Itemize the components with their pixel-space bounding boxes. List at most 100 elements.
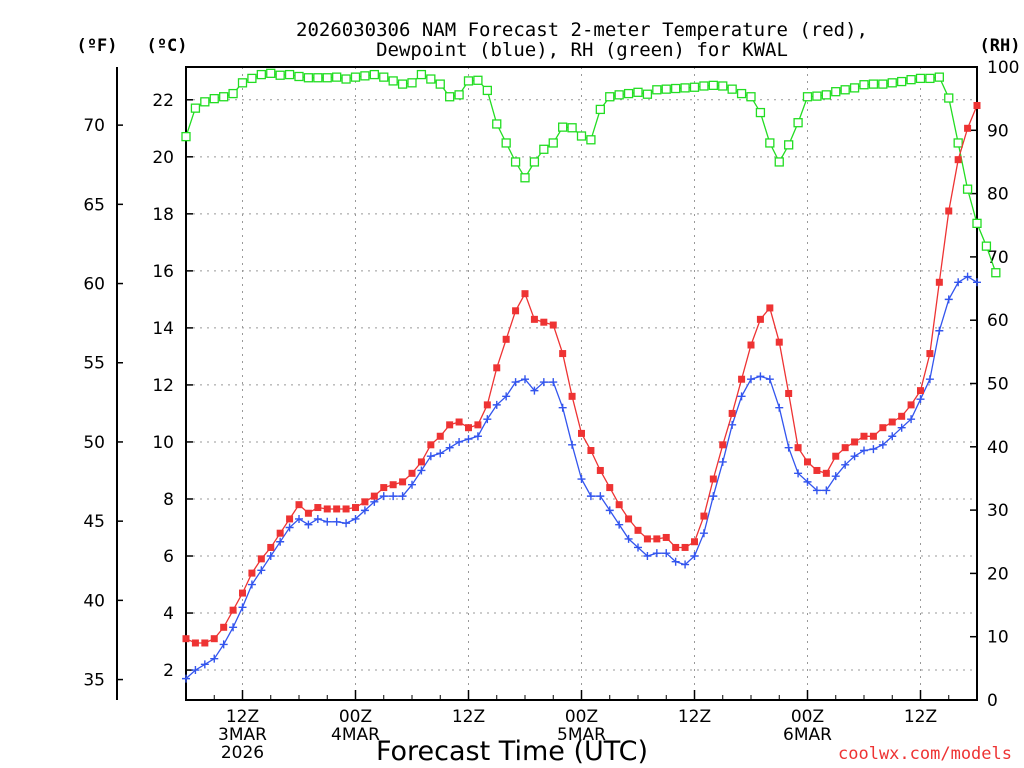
temperature-point bbox=[898, 412, 906, 420]
temperature-point bbox=[465, 424, 472, 432]
rh-point bbox=[765, 138, 775, 148]
temperature-point bbox=[813, 466, 821, 474]
dewpoint-point bbox=[765, 375, 774, 384]
rh-tick-label: 50 bbox=[987, 375, 1009, 395]
temperature-point bbox=[634, 526, 642, 534]
axes: 2 4 6 8 10 12 14 16 18 20 22 35 40 45 50 55 60 65 70 0 10 20 3… bbox=[83, 58, 1019, 711]
temperature-point bbox=[926, 350, 934, 358]
temperature-point bbox=[361, 498, 369, 506]
celsius-tick-label: 16 bbox=[152, 262, 174, 282]
temperature-point bbox=[239, 589, 246, 597]
temperature-point bbox=[417, 458, 425, 466]
dewpoint-point bbox=[954, 278, 963, 287]
rh-point bbox=[793, 118, 803, 128]
temperature-point bbox=[606, 484, 614, 492]
temperature-point bbox=[804, 458, 811, 466]
rh-point bbox=[699, 81, 709, 91]
rh-point bbox=[209, 94, 219, 104]
rh-point bbox=[915, 73, 926, 84]
rh-point bbox=[416, 69, 427, 80]
rh-point bbox=[755, 107, 766, 118]
dewpoint-point bbox=[558, 403, 567, 412]
dewpoint-series bbox=[182, 272, 981, 683]
dewpoint-point bbox=[408, 480, 416, 489]
rh-point bbox=[266, 68, 276, 78]
fahrenheit-tick-label: 35 bbox=[83, 671, 105, 691]
temperature-point bbox=[945, 207, 953, 215]
temperature-point bbox=[389, 481, 397, 489]
rh-point bbox=[341, 74, 351, 84]
temperature-point bbox=[182, 635, 190, 643]
dewpoint-point bbox=[907, 415, 916, 424]
celsius-unit-label: (ºC) bbox=[147, 36, 188, 56]
rh-point bbox=[510, 157, 521, 167]
temperature-point bbox=[917, 387, 924, 395]
dewpoint-point bbox=[313, 514, 322, 523]
rh-point bbox=[689, 82, 700, 92]
fahrenheit-tick-label: 70 bbox=[83, 116, 105, 136]
temperature-point bbox=[483, 401, 491, 409]
x-tick-label: 3MAR bbox=[218, 725, 267, 745]
temperature-point bbox=[380, 484, 388, 492]
dewpoint-point bbox=[417, 466, 426, 475]
temperature-point bbox=[879, 424, 887, 432]
temperature-point bbox=[286, 515, 294, 523]
rh-tick-label: 90 bbox=[987, 121, 1009, 141]
temperature-point bbox=[502, 335, 510, 343]
rh-tick-label: 10 bbox=[987, 628, 1009, 648]
temperature-point bbox=[399, 478, 407, 486]
temperature-point bbox=[493, 364, 501, 372]
dewpoint-point bbox=[502, 392, 511, 401]
rh-point bbox=[219, 92, 229, 102]
rh-tick-label: 100 bbox=[987, 58, 1019, 78]
rh-point bbox=[652, 85, 662, 95]
x-tick-label: 12Z bbox=[452, 707, 485, 727]
temperature-series bbox=[182, 101, 981, 647]
dewpoint-point bbox=[577, 475, 586, 484]
rh-point bbox=[944, 93, 954, 103]
temperature-point bbox=[728, 409, 736, 417]
x-tick-label: 4MAR bbox=[331, 725, 380, 745]
fahrenheit-unit-label: (ºF) bbox=[77, 36, 118, 56]
rh-point bbox=[633, 87, 643, 97]
dewpoint-point bbox=[916, 395, 925, 404]
temperature-point bbox=[220, 623, 228, 631]
temperature-point bbox=[474, 421, 482, 429]
rh-point bbox=[350, 72, 361, 82]
temperature-point bbox=[775, 338, 783, 346]
temperature-point bbox=[352, 504, 359, 512]
rh-point bbox=[303, 73, 314, 83]
rh-point bbox=[407, 78, 417, 88]
dewpoint-point bbox=[323, 517, 332, 526]
celsius-tick-label: 22 bbox=[152, 91, 174, 111]
temperature-point bbox=[333, 505, 341, 513]
temperature-point bbox=[785, 389, 793, 397]
celsius-tick-label: 12 bbox=[152, 376, 174, 396]
dewpoint-point bbox=[360, 506, 369, 515]
rh-point bbox=[934, 72, 944, 82]
temperature-point bbox=[304, 509, 312, 517]
temperature-point bbox=[427, 441, 435, 449]
temperature-point bbox=[559, 350, 567, 358]
dewpoint-point bbox=[690, 552, 699, 561]
rh-point bbox=[548, 138, 558, 148]
temperature-point bbox=[436, 432, 444, 440]
dewpoint-point bbox=[869, 445, 878, 454]
dewpoint-point bbox=[247, 580, 256, 589]
temperature-point bbox=[860, 432, 868, 440]
rh-point bbox=[520, 173, 530, 183]
rh-point bbox=[991, 268, 1001, 278]
rh-point bbox=[981, 241, 992, 251]
rh-tick-label: 40 bbox=[987, 438, 1009, 458]
rh-point bbox=[501, 138, 511, 148]
dewpoint-point bbox=[210, 654, 219, 663]
rh-point bbox=[426, 74, 436, 84]
chart-title-line1: 2026030306 NAM Forecast 2-meter Temperat… bbox=[296, 19, 868, 41]
dewpoint-point bbox=[888, 432, 897, 441]
temperature-point bbox=[935, 278, 943, 286]
rh-point bbox=[962, 184, 973, 194]
dewpoint-point bbox=[784, 443, 793, 452]
temperature-point bbox=[248, 569, 256, 577]
rh-tick-label: 20 bbox=[987, 564, 1009, 584]
